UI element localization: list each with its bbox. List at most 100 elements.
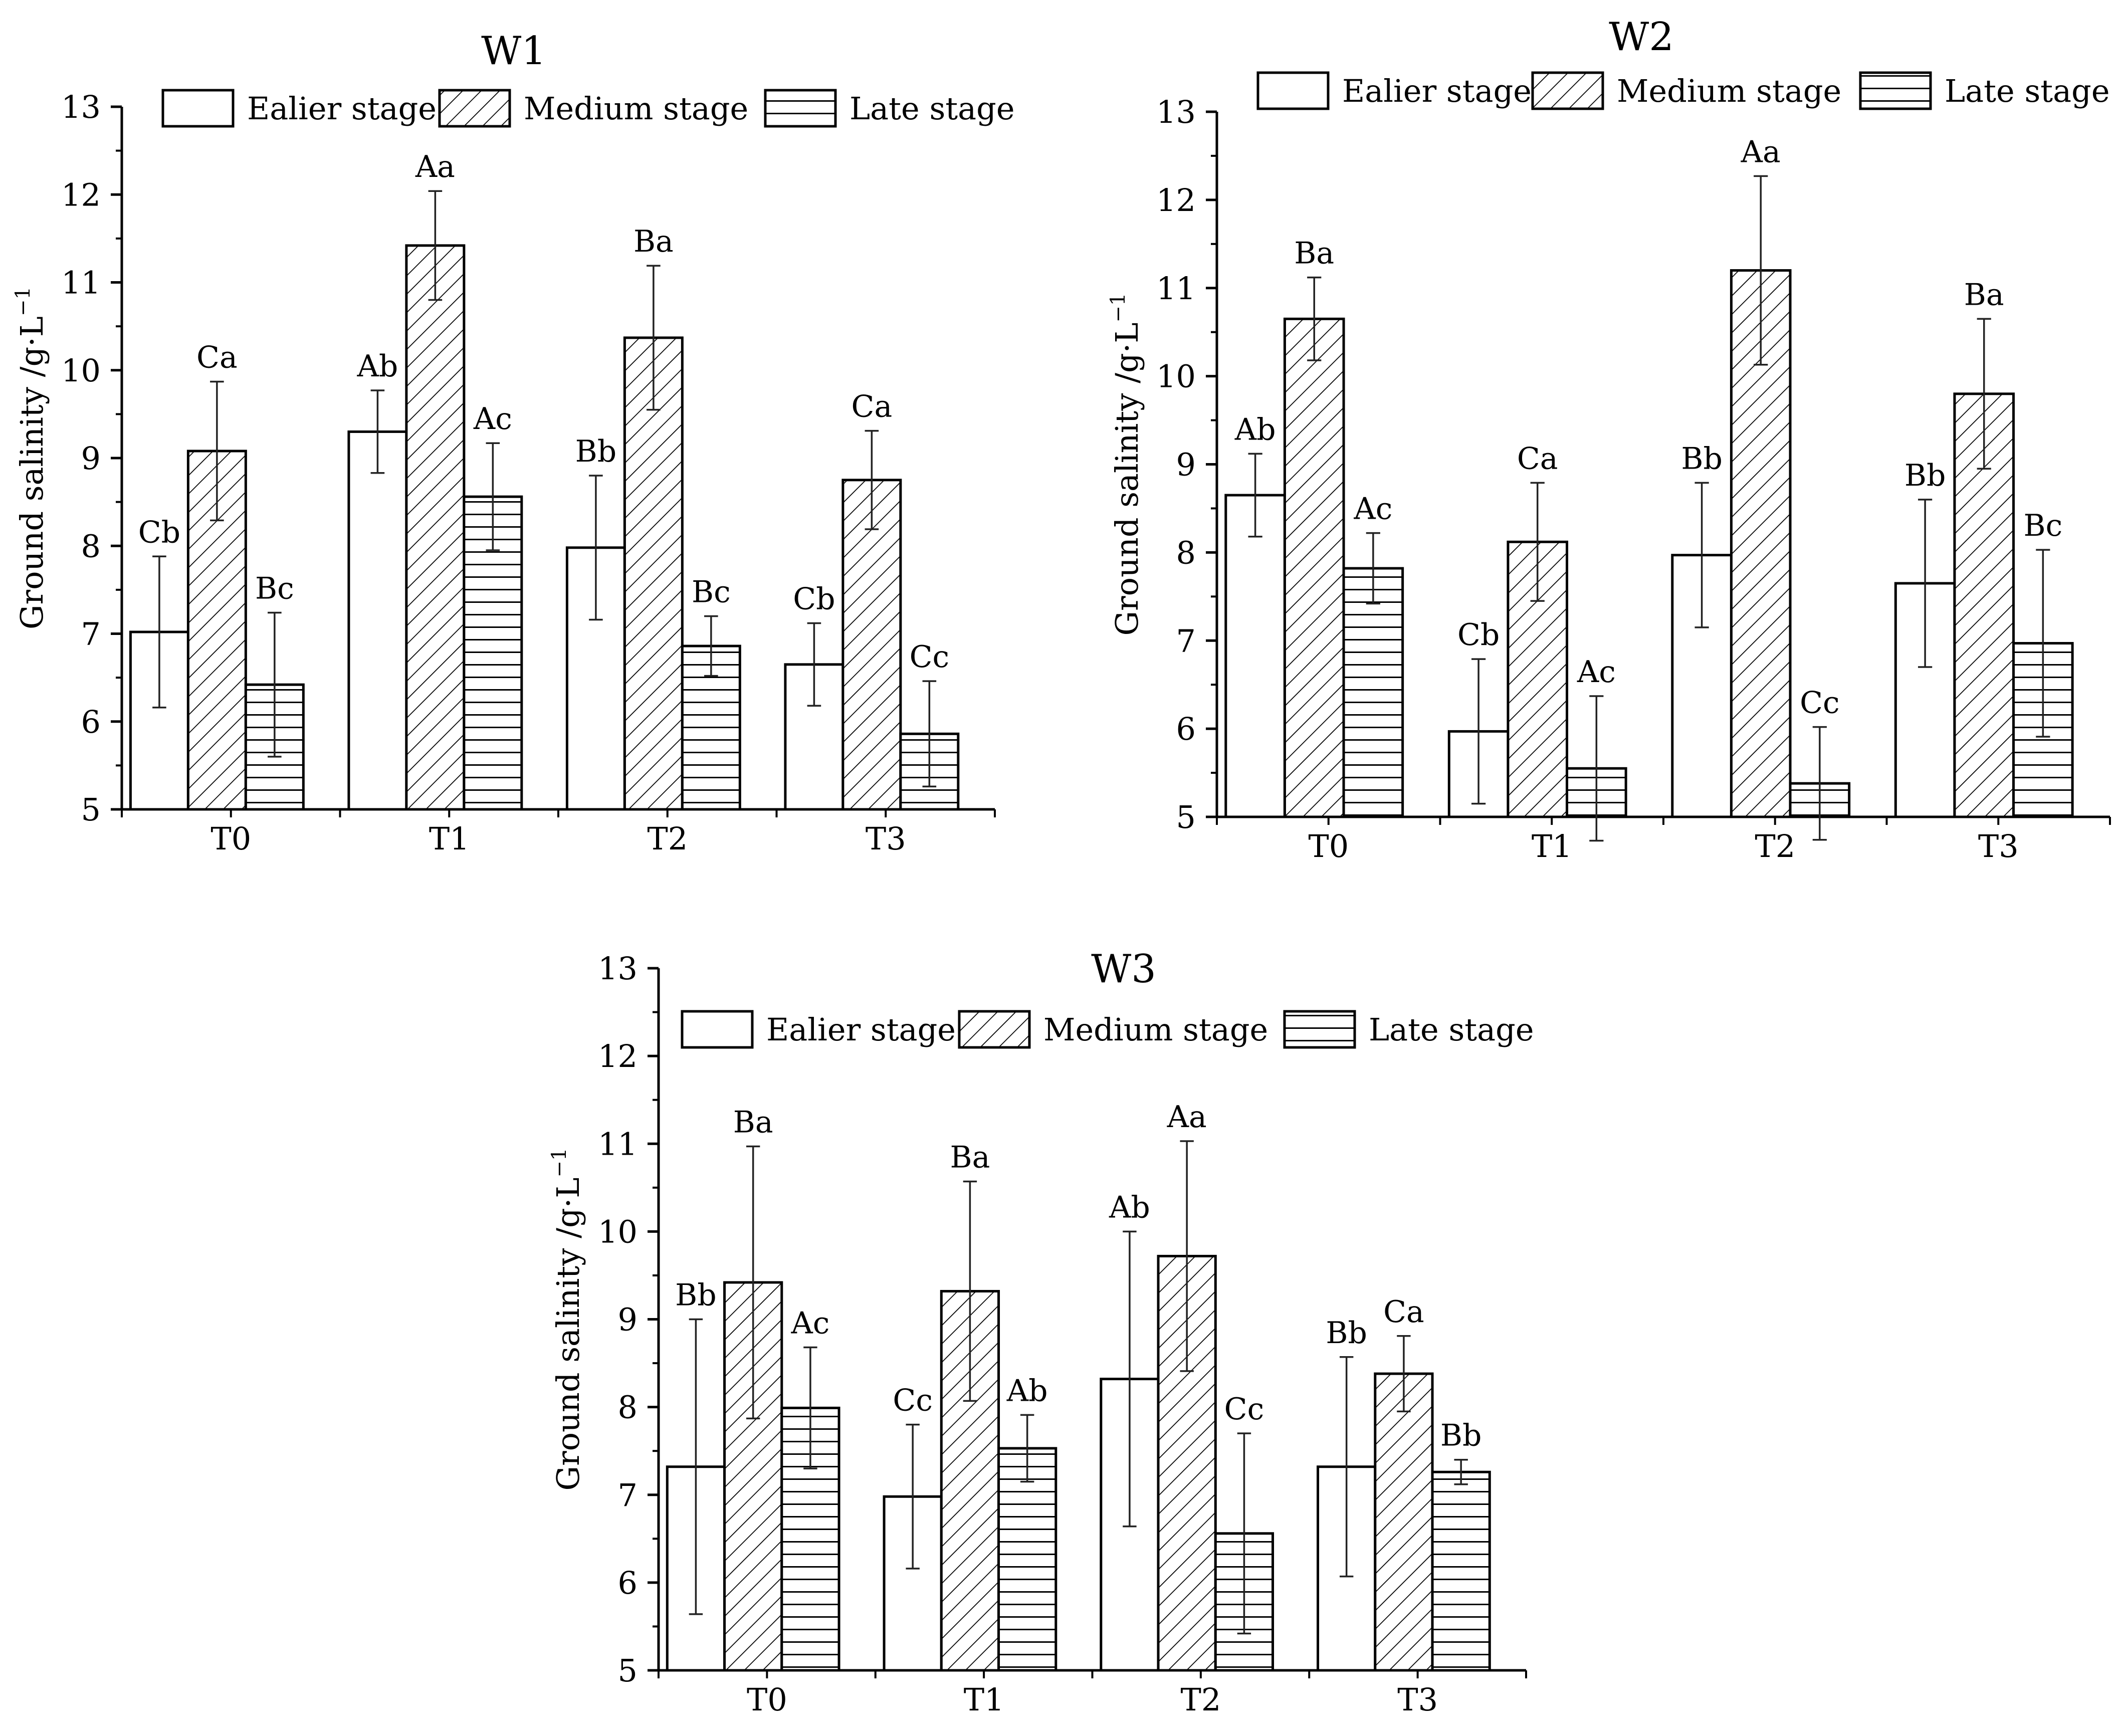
data-label: Bb <box>675 1278 717 1313</box>
legend-label: Ealier stage <box>1342 73 1532 109</box>
y-tick-label: 12 <box>1156 182 1196 219</box>
data-label: Ba <box>1964 277 2004 312</box>
y-tick-label: 9 <box>1176 447 1196 483</box>
data-label: Ca <box>852 389 893 424</box>
y-tick-label: 7 <box>81 616 101 653</box>
data-label: Aa <box>1167 1100 1207 1135</box>
data-label: Ba <box>733 1105 773 1140</box>
bar <box>405 244 466 811</box>
x-tick-label: T2 <box>647 820 688 857</box>
bar <box>1431 1470 1491 1672</box>
y-tick-label: 7 <box>618 1477 637 1513</box>
x-tick-label: T0 <box>747 1681 787 1718</box>
legend-label: Medium stage <box>1617 73 1841 109</box>
bar <box>681 644 741 811</box>
legend-swatch <box>764 89 837 128</box>
data-label: Ca <box>1517 441 1558 476</box>
y-axis-label: Ground salinity /g·L−1 <box>1107 293 1145 635</box>
data-label: Bc <box>255 571 294 606</box>
y-tick-label: 10 <box>61 352 101 389</box>
y-axis-label: Ground salinity /g·L−1 <box>12 287 50 629</box>
y-tick-label: 5 <box>618 1652 637 1689</box>
y-tick-label: 11 <box>61 265 101 301</box>
bar <box>1224 494 1286 818</box>
legend-label: Medium stage <box>1043 1011 1268 1048</box>
y-tick-label: 6 <box>618 1565 637 1601</box>
data-label: Cc <box>893 1383 933 1418</box>
x-tick-label: T0 <box>1308 828 1349 864</box>
y-tick-label: 9 <box>81 440 101 477</box>
x-tick-label: T3 <box>866 820 906 857</box>
data-label: Cc <box>910 639 950 675</box>
data-label: Ac <box>790 1306 829 1341</box>
data-label: Cc <box>1800 686 1840 721</box>
data-label: Bc <box>692 574 731 609</box>
y-tick-label: 10 <box>1156 358 1196 395</box>
legend-swatch <box>1283 1010 1356 1049</box>
bar <box>1283 317 1345 818</box>
chart-title: W2 <box>1609 15 1674 60</box>
y-tick-label: 12 <box>61 176 101 213</box>
data-label: Ba <box>950 1140 990 1175</box>
y-tick-label: 12 <box>598 1038 637 1074</box>
y-tick-label: 8 <box>618 1389 637 1426</box>
legend-label: Late stage <box>1945 73 2110 109</box>
x-tick-label: T1 <box>429 820 470 857</box>
data-label: Bc <box>2023 508 2062 543</box>
data-label: Ca <box>1383 1294 1424 1330</box>
legend-swatch <box>1531 71 1604 110</box>
data-label: Bb <box>1681 441 1723 476</box>
data-label: Ac <box>1577 655 1616 690</box>
x-tick-label: T3 <box>1397 1681 1438 1718</box>
legend-swatch <box>958 1010 1031 1049</box>
y-tick-label: 11 <box>1156 270 1196 307</box>
y-tick-label: 13 <box>1156 94 1196 130</box>
chart-panel-w1: W1 Ground salinity /g·L−1 5 6 7 8 9 10 11 12 13 T0 T… <box>12 29 1015 857</box>
chart-panel-w3: W3 Ground salinity /g·L−1 5 6 7 8 9 10 11 12 13 T0 T… <box>548 947 1534 1718</box>
data-label: Ca <box>196 340 238 375</box>
bar <box>1342 567 1404 818</box>
chart-panel-w2: W2 Ground salinity /g·L−1 5 6 7 8 9 10 11 12 13 T0 T… <box>1107 15 2111 864</box>
x-tick-label: T3 <box>1978 828 2019 864</box>
y-axis-label: Ground salinity /g·L−1 <box>548 1148 586 1490</box>
data-label: Aa <box>1741 134 1781 169</box>
y-tick-label: 5 <box>81 791 101 828</box>
y-tick-label: 11 <box>598 1126 637 1162</box>
y-tick-label: 8 <box>1176 534 1196 571</box>
legend-label: Late stage <box>1369 1011 1534 1048</box>
y-tick-label: 7 <box>1176 622 1196 659</box>
y-tick-label: 5 <box>1176 799 1196 835</box>
bar <box>1730 269 1792 818</box>
bar <box>1374 1372 1434 1672</box>
data-label: Aa <box>415 149 455 184</box>
data-label: Ab <box>357 349 398 384</box>
legend-swatch <box>438 89 511 128</box>
legend-label: Late stage <box>849 90 1015 127</box>
legend-swatch <box>1256 71 1330 110</box>
data-label: Ab <box>1234 412 1276 447</box>
data-label: Ab <box>1006 1373 1048 1408</box>
data-label: Ba <box>1294 236 1334 271</box>
bar <box>623 336 684 811</box>
chart-title: W1 <box>481 29 546 74</box>
legend-label: Ealier stage <box>247 90 437 127</box>
data-label: Cb <box>138 515 180 550</box>
y-tick-label: 9 <box>618 1301 637 1338</box>
legend-label: Ealier stage <box>766 1011 956 1048</box>
legend-swatch <box>1859 71 1932 110</box>
data-label: Bb <box>1326 1316 1367 1351</box>
data-label: Cb <box>1457 617 1500 653</box>
y-tick-label: 13 <box>598 950 637 987</box>
x-tick-label: T2 <box>1180 1681 1221 1718</box>
y-tick-label: 6 <box>81 704 101 740</box>
legend-label: Medium stage <box>524 90 748 127</box>
x-tick-label: T1 <box>964 1681 1004 1718</box>
data-label: Ab <box>1109 1190 1150 1225</box>
x-tick-label: T0 <box>210 820 251 857</box>
data-label: Bb <box>575 434 617 469</box>
data-label: Ba <box>633 224 674 259</box>
x-tick-label: T1 <box>1532 828 1572 864</box>
data-label: Ac <box>1353 492 1392 527</box>
data-label: Cc <box>1224 1392 1264 1427</box>
